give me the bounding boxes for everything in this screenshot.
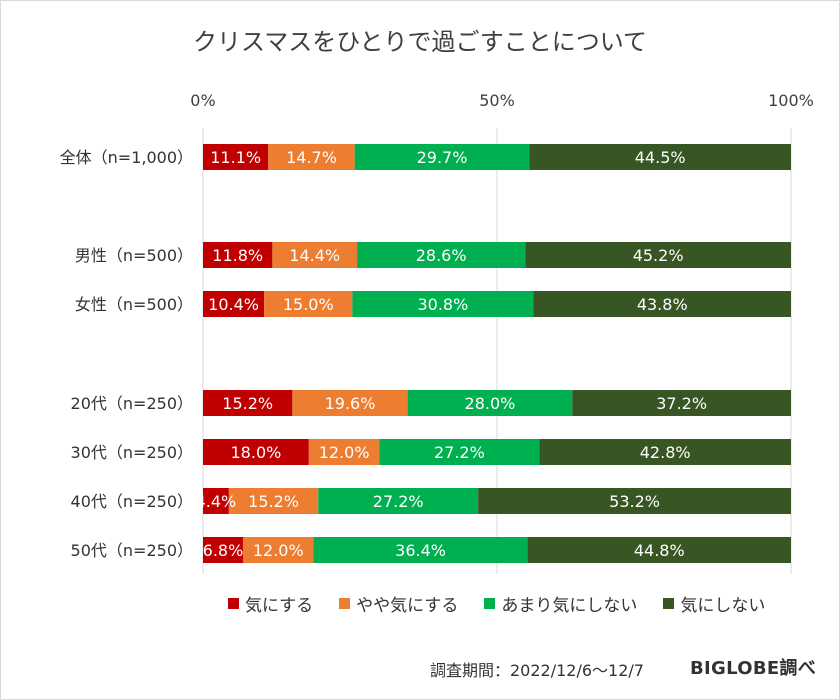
data-label: 27.2% <box>434 443 485 462</box>
bar-segment <box>379 439 540 465</box>
legend-swatch <box>663 597 675 609</box>
legend-label: 気にする <box>245 595 314 616</box>
data-label: 14.4% <box>289 246 340 265</box>
x-tick-label: 0% <box>190 91 215 110</box>
legend-swatch <box>228 597 239 609</box>
bar-segment <box>264 291 353 317</box>
data-label: 4.4% <box>196 492 237 511</box>
bar-segment <box>572 390 791 416</box>
x-axis-ticks: 0% 50% 100% <box>190 91 814 110</box>
x-tick-label: 50% <box>479 91 515 110</box>
category-label: 40代（n=250） <box>71 492 193 511</box>
category-label: 男性（n=500） <box>75 246 193 265</box>
data-label: 12.0% <box>319 443 370 462</box>
bar-segment <box>318 488 479 514</box>
category-label: 全体（n=1,000） <box>60 148 193 167</box>
bar-segment <box>539 439 791 465</box>
data-label: 44.8% <box>634 541 685 560</box>
bar-segment <box>478 488 791 514</box>
data-label: 53.2% <box>609 492 660 511</box>
bar-segment <box>228 488 319 514</box>
bar-segment <box>203 488 229 514</box>
data-label: 37.2% <box>656 394 707 413</box>
data-label: 36.4% <box>395 541 446 560</box>
bar-segment <box>268 144 355 170</box>
data-label: 6.8% <box>203 541 244 560</box>
data-label: 45.2% <box>633 246 684 265</box>
bar-segment <box>308 439 380 465</box>
bar-segment <box>357 242 526 268</box>
bar-segment <box>203 390 293 416</box>
legend-item: 気にしない <box>663 591 765 616</box>
legend: 気にする やや気にする あまり気にしない 気にしない <box>228 591 765 616</box>
bar-segment <box>407 390 573 416</box>
legend-item: 気にする <box>228 591 313 616</box>
category-label: 20代（n=250） <box>71 394 193 413</box>
bar-segment <box>203 439 309 465</box>
category-label: 女性（n=500） <box>75 295 193 314</box>
category-label: 50代（n=250） <box>71 541 193 560</box>
bar-segment <box>203 144 269 170</box>
data-label: 29.7% <box>417 148 468 167</box>
bar-segment <box>525 242 791 268</box>
legend-item: あまり気にしない <box>484 591 637 616</box>
x-tick-label: 100% <box>768 91 814 110</box>
bar-segment <box>203 291 265 317</box>
legend-label: あまり気にしない <box>501 595 638 616</box>
bar-segment <box>203 242 273 268</box>
legend-item: やや気にする <box>339 591 458 616</box>
data-label: 43.8% <box>637 295 688 314</box>
data-label: 15.2% <box>248 492 299 511</box>
data-label: 27.2% <box>373 492 424 511</box>
category-labels: 全体（n=1,000） 男性（n=500） 女性（n=500） 20代（n=250） 3… <box>60 148 193 560</box>
data-label: 15.2% <box>222 394 273 413</box>
data-label: 19.6% <box>325 394 376 413</box>
bar-segment <box>292 390 408 416</box>
bar-segment <box>242 537 314 563</box>
brand-credit: BIGLOBE調べ <box>690 658 817 679</box>
bar-segment <box>313 537 528 563</box>
data-label: 12.0% <box>253 541 304 560</box>
bar-segment <box>352 291 534 317</box>
bar-segment <box>203 537 243 563</box>
bar-segment <box>354 144 530 170</box>
data-label: 44.5% <box>635 148 686 167</box>
bar-segment <box>533 291 791 317</box>
survey-period-note: 調査期間：2022/12/6～12/7 <box>430 661 644 680</box>
data-label: 10.4% <box>208 295 259 314</box>
data-label: 28.0% <box>465 394 516 413</box>
legend-swatch <box>339 597 351 609</box>
bar-segment <box>272 242 358 268</box>
legend-label: やや気にする <box>356 595 459 616</box>
category-label: 30代（n=250） <box>71 443 193 462</box>
legend-label: 気にしない <box>680 595 766 616</box>
data-label: 42.8% <box>640 443 691 462</box>
data-label: 14.7% <box>286 148 337 167</box>
data-labels: 11.1% 14.7% 29.7% 44.5% 11.8% 14.4% 28.6% 45.2%… <box>196 148 707 560</box>
data-label: 30.8% <box>417 295 468 314</box>
data-label: 11.1% <box>210 148 261 167</box>
data-label: 15.0% <box>283 295 334 314</box>
bar-segment <box>527 537 791 563</box>
data-label: 11.8% <box>212 246 263 265</box>
legend-swatch <box>484 597 496 609</box>
chart-title: クリスマスをひとりで過ごすことについて <box>192 28 648 56</box>
data-label: 28.6% <box>416 246 467 265</box>
bars <box>203 144 791 563</box>
data-label: 18.0% <box>231 443 282 462</box>
bar-segment <box>529 144 791 170</box>
